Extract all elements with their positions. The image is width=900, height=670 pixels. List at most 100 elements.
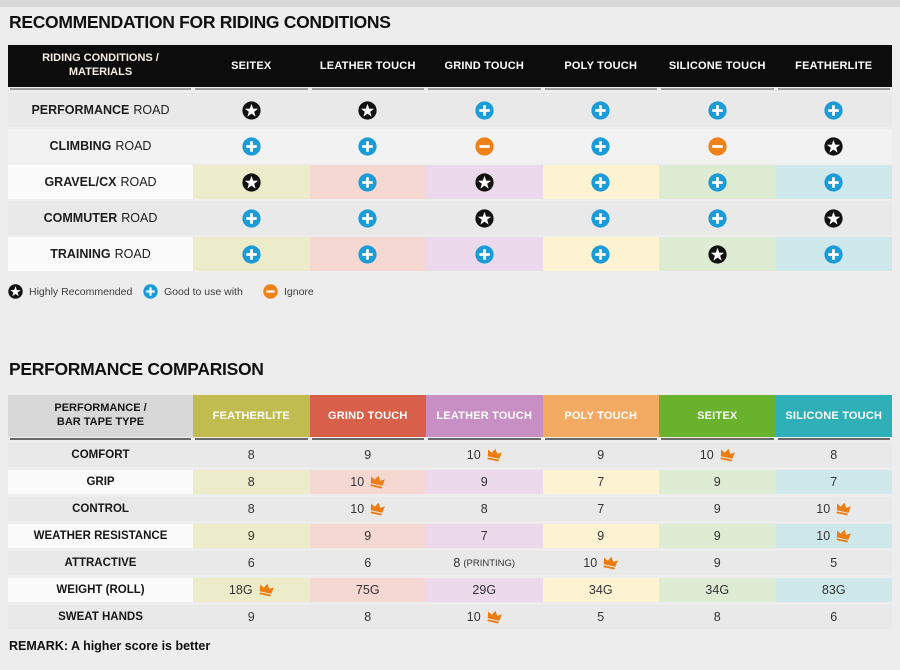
plus-icon <box>591 136 610 156</box>
cell-value: 9 <box>247 610 255 624</box>
cell-value: 9 <box>713 475 721 489</box>
performance-table-cell: 8 <box>193 497 310 521</box>
riding-table-row: CLIMBING ROAD <box>8 129 892 163</box>
separator-segment <box>777 438 890 443</box>
plus-icon <box>824 100 843 120</box>
cell-value: 5 <box>830 556 838 570</box>
cell-value: 6 <box>364 556 372 570</box>
performance-table-cell: 8 <box>775 443 892 467</box>
performance-table-header-separator <box>8 437 892 443</box>
performance-table-row: ATTRACTIVE 6 6 8 (PRINTING) 10 9 5 <box>8 551 892 575</box>
performance-row-label: ATTRACTIVE <box>8 551 193 575</box>
cell-value: 6 <box>830 610 838 624</box>
performance-table-cell: 10 <box>659 443 776 467</box>
riding-table-cell <box>659 165 776 199</box>
riding-row-label-rest: ROAD <box>133 103 170 117</box>
performance-table-row: COMFORT 8 9 10 9 10 8 <box>8 443 892 467</box>
cell-value: 7 <box>830 475 838 489</box>
legend-label: Good to use with <box>164 285 243 298</box>
riding-row-label: CLIMBING ROAD <box>8 129 193 163</box>
cell-value: 9 <box>364 448 372 462</box>
riding-table-cell <box>193 201 310 235</box>
separator-segment <box>661 438 774 443</box>
riding-table-cell <box>542 93 659 127</box>
performance-column-header: LEATHER TOUCH <box>426 395 543 437</box>
riding-table-row: PERFORMANCE ROAD <box>8 93 892 127</box>
riding-table-cell <box>426 129 543 163</box>
performance-table-cell: 83G <box>775 578 892 602</box>
performance-column-header: POLY TOUCH <box>542 395 659 437</box>
riding-column-header: POLY TOUCH <box>564 60 638 72</box>
riding-table-cell <box>309 129 426 163</box>
performance-table-cell: 5 <box>775 551 892 575</box>
plus-icon <box>242 208 261 228</box>
performance-table-cell: 8 <box>309 605 426 629</box>
star-icon <box>242 172 261 192</box>
riding-row-label-rest: ROAD <box>121 211 158 225</box>
cell-value: 8 <box>247 475 255 489</box>
riding-table-cell <box>309 201 426 235</box>
plus-icon <box>143 284 158 299</box>
riding-table-cell <box>542 201 659 235</box>
riding-table-cell <box>775 93 892 127</box>
riding-row-label-rest: ROAD <box>120 175 157 189</box>
performance-table-cell: 9 <box>309 524 426 548</box>
cell-value: 8 <box>453 556 461 570</box>
riding-row-label: TRAINING ROAD <box>8 237 193 271</box>
riding-table-cell <box>309 237 426 271</box>
crown-icon <box>368 473 386 489</box>
performance-table-row: GRIP 8 10 9 7 9 7 <box>8 470 892 494</box>
crown-icon <box>834 527 852 543</box>
riding-row-label-bold: PERFORMANCE <box>31 103 130 117</box>
performance-table-cell: 9 <box>542 524 659 548</box>
performance-table-cell: 7 <box>542 470 659 494</box>
minus-icon <box>708 136 727 156</box>
crown-icon <box>368 500 386 516</box>
performance-table-cell: 9 <box>309 443 426 467</box>
separator-segment <box>195 88 308 93</box>
performance-table-cell: 10 <box>775 524 892 548</box>
riding-table-header-row: RIDING CONDITIONS / MATERIALS SEITEX LEAT… <box>8 45 892 87</box>
riding-table-cell <box>659 93 776 127</box>
riding-column-header: SILICONE TOUCH <box>668 60 766 72</box>
performance-table-cell: 10 <box>309 497 426 521</box>
separator-segment <box>544 88 657 93</box>
performance-table-row: WEATHER RESISTANCE 9 9 7 9 9 10 <box>8 524 892 548</box>
riding-row-label-bold: CLIMBING <box>49 139 112 153</box>
cell-value: 75G <box>355 583 380 597</box>
riding-table-cell <box>426 165 543 199</box>
legend-item-good-to-use: Good to use with <box>143 284 263 299</box>
performance-table-cell: 10 <box>775 497 892 521</box>
performance-table-cell: 7 <box>426 524 543 548</box>
riding-table-cell <box>775 237 892 271</box>
riding-table-cell <box>426 93 543 127</box>
performance-table-cell: 10 <box>542 551 659 575</box>
performance-table-cell: 9 <box>659 470 776 494</box>
cell-value: 10 <box>816 529 831 543</box>
riding-row-label-bold: GRAVEL/CX <box>44 175 117 189</box>
riding-table-cell <box>193 93 310 127</box>
riding-column-header: SEITEX <box>231 60 272 72</box>
riding-table-cell <box>775 129 892 163</box>
performance-table-cell: 8 (PRINTING) <box>426 551 543 575</box>
minus-icon <box>475 136 494 156</box>
minus-icon <box>263 284 278 299</box>
plus-icon <box>242 136 261 156</box>
performance-row-label: COMFORT <box>8 443 193 467</box>
cell-value: 9 <box>713 556 721 570</box>
performance-table-cell: 5 <box>542 605 659 629</box>
separator-segment <box>777 88 890 93</box>
riding-conditions-title: RECOMMENDATION FOR RIDING CONDITIONS <box>9 12 391 32</box>
performance-table-cell: 34G <box>542 578 659 602</box>
star-icon <box>475 172 494 192</box>
cell-value: 34G <box>705 583 730 597</box>
plus-icon <box>475 100 494 120</box>
separator-segment <box>195 438 308 443</box>
legend-label: Ignore <box>284 285 314 298</box>
cell-value: 34G <box>588 583 613 597</box>
performance-table-cell: 9 <box>426 470 543 494</box>
performance-row-label: GRIP <box>8 470 193 494</box>
riding-table-cell <box>426 201 543 235</box>
riding-table-cell <box>542 165 659 199</box>
cell-value: 29G <box>472 583 497 597</box>
